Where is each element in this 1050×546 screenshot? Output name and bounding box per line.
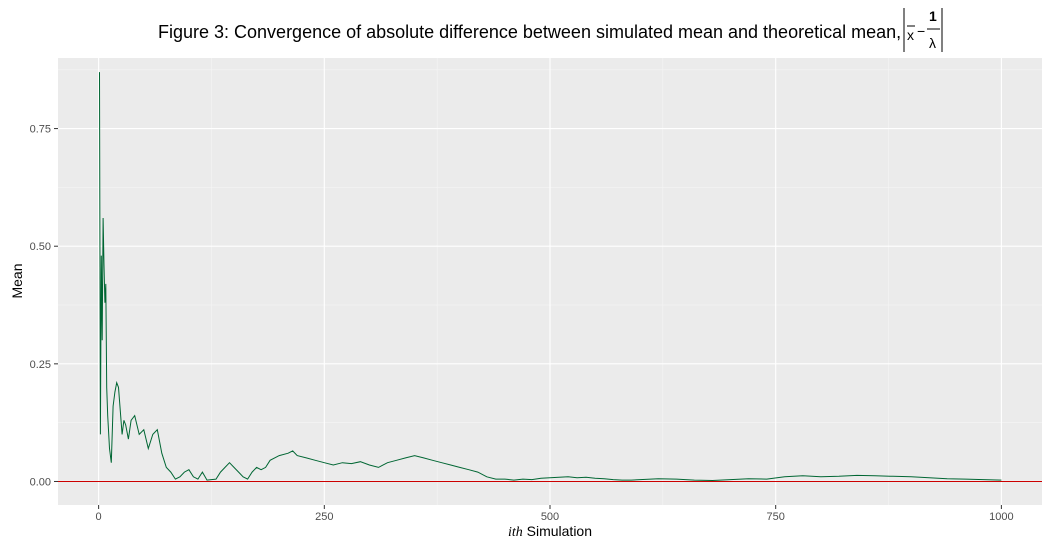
- x-axis-title-italic: ith: [508, 525, 523, 540]
- fraction-denominator: λ: [929, 35, 936, 51]
- y-tick-label: 0.00: [30, 476, 51, 488]
- chart-title: Figure 3: Convergence of absolute differ…: [158, 22, 901, 42]
- fraction-numerator: 1: [929, 8, 937, 24]
- x-axis-title: ith Simulation: [508, 523, 592, 540]
- x-tick-label: 500: [541, 511, 559, 523]
- series-layer: [99, 72, 1002, 482]
- y-axis-title: Mean: [9, 263, 25, 298]
- xbar-symbol: x: [907, 27, 914, 43]
- x-axis-title-rest: Simulation: [523, 523, 592, 539]
- title-math-expression: x − 1 λ: [903, 8, 943, 52]
- y-tick-label: 0.50: [30, 241, 51, 253]
- y-axis: 0.00 0.25 0.50 0.75: [30, 124, 58, 488]
- x-tick-label: 1000: [989, 511, 1013, 523]
- x-tick-label: 0: [96, 511, 102, 523]
- x-axis: 0 250 500 750 1000: [96, 505, 1014, 523]
- y-tick-label: 0.75: [30, 124, 51, 136]
- minus-sign: −: [917, 23, 925, 39]
- series-line: [99, 72, 1002, 482]
- x-tick-label: 750: [767, 511, 785, 523]
- x-tick-label: 250: [315, 511, 333, 523]
- y-tick-label: 0.25: [30, 359, 51, 371]
